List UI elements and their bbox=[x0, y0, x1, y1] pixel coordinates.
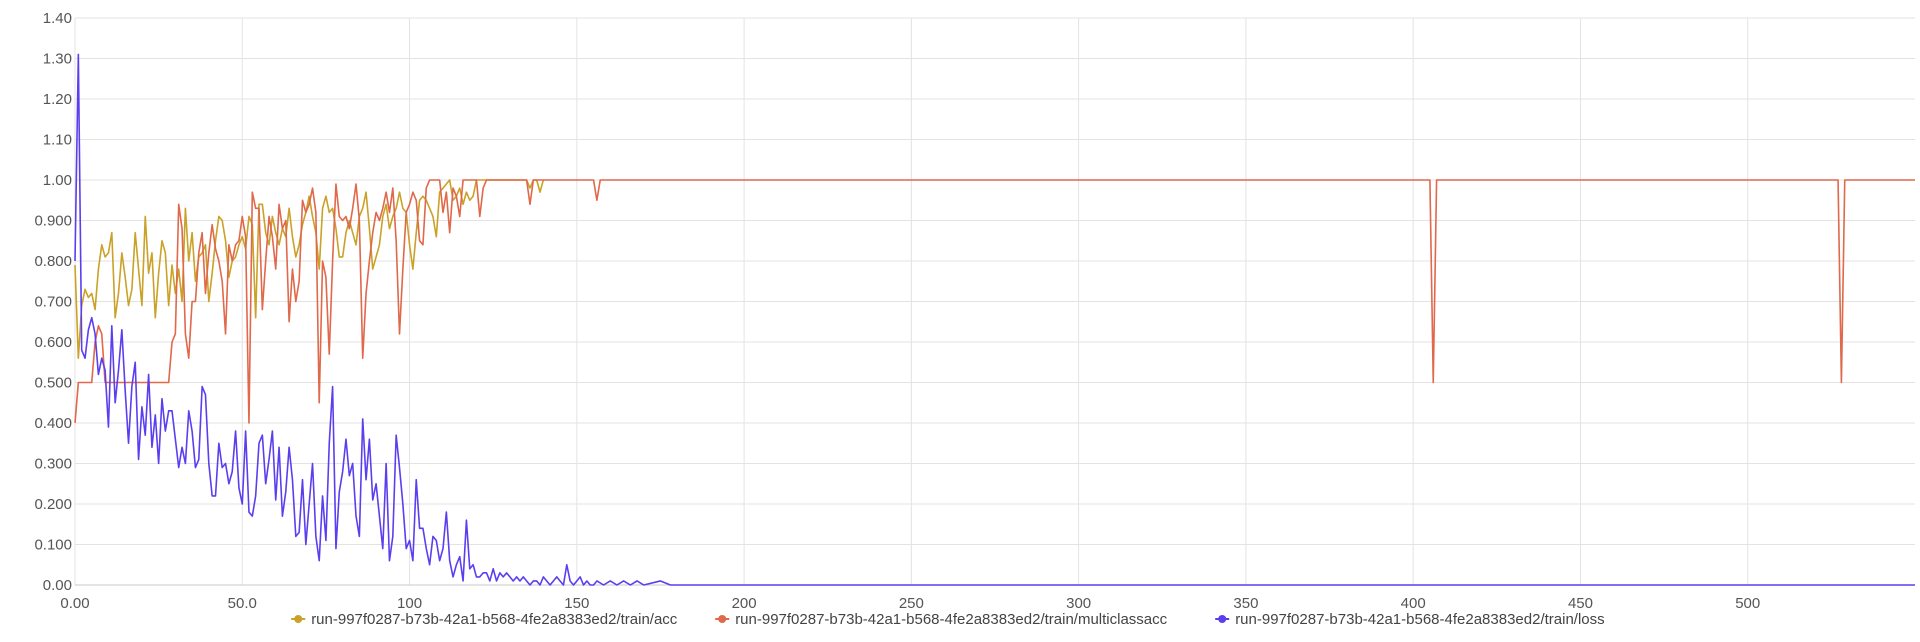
x-tick-label: 200 bbox=[732, 595, 757, 612]
legend-label: run-997f0287-b73b-42a1-b568-4fe2a8383ed2… bbox=[311, 611, 678, 628]
y-tick-label: 0.00 bbox=[43, 577, 72, 594]
legend-swatch-marker bbox=[718, 615, 727, 623]
y-tick-label: 0.200 bbox=[34, 496, 72, 513]
x-tick-label: 150 bbox=[564, 595, 589, 612]
series-layer bbox=[74, 53, 1915, 586]
x-tick-label: 450 bbox=[1568, 595, 1593, 612]
x-tick-label: 300 bbox=[1066, 595, 1091, 612]
y-axis: 0.00 0.100 0.200 0.300 0.400 0.500 0.600 0.700 0… bbox=[34, 10, 72, 594]
legend-item-0[interactable]: run-997f0287-b73b-42a1-b568-4fe2a8383ed2… bbox=[291, 611, 678, 628]
y-tick-label: 1.10 bbox=[43, 132, 72, 149]
legend-swatch-marker bbox=[294, 615, 303, 623]
x-tick-label: 50.0 bbox=[228, 595, 257, 612]
series-line-1 bbox=[74, 179, 1915, 424]
series-line-2 bbox=[74, 53, 1915, 586]
legend-label: run-997f0287-b73b-42a1-b568-4fe2a8383ed2… bbox=[735, 611, 1167, 628]
legend-item-1[interactable]: run-997f0287-b73b-42a1-b568-4fe2a8383ed2… bbox=[715, 611, 1168, 628]
y-tick-label: 1.30 bbox=[43, 51, 72, 68]
y-tick-label: 0.700 bbox=[34, 294, 72, 311]
y-tick-label: 0.600 bbox=[34, 334, 72, 351]
legend-item-2[interactable]: run-997f0287-b73b-42a1-b568-4fe2a8383ed2… bbox=[1215, 611, 1605, 628]
x-tick-label: 250 bbox=[899, 595, 924, 612]
y-tick-label: 1.20 bbox=[43, 91, 72, 108]
x-tick-label: 0.00 bbox=[60, 595, 89, 612]
series-line-0 bbox=[74, 179, 545, 360]
y-tick-label: 0.100 bbox=[34, 537, 72, 554]
y-tick-label: 0.900 bbox=[34, 213, 72, 230]
legend[interactable]: run-997f0287-b73b-42a1-b568-4fe2a8383ed2… bbox=[291, 611, 1605, 628]
y-tick-label: 0.400 bbox=[34, 415, 72, 432]
x-tick-label: 400 bbox=[1401, 595, 1426, 612]
x-tick-label: 350 bbox=[1233, 595, 1258, 612]
legend-label: run-997f0287-b73b-42a1-b568-4fe2a8383ed2… bbox=[1235, 611, 1604, 628]
grid-layer bbox=[74, 17, 1915, 586]
y-tick-label: 0.500 bbox=[34, 375, 72, 392]
y-tick-label: 0.300 bbox=[34, 456, 72, 473]
x-tick-label: 100 bbox=[397, 595, 422, 612]
legend-swatch-marker bbox=[1218, 615, 1227, 623]
y-tick-label: 1.00 bbox=[43, 172, 72, 189]
y-tick-label: 1.40 bbox=[43, 10, 72, 27]
y-tick-label: 0.800 bbox=[34, 253, 72, 270]
x-axis: 0.00 50.0 100 150 200 250 300 350 400 450 500 bbox=[60, 584, 1915, 612]
x-tick-label: 500 bbox=[1735, 595, 1760, 612]
